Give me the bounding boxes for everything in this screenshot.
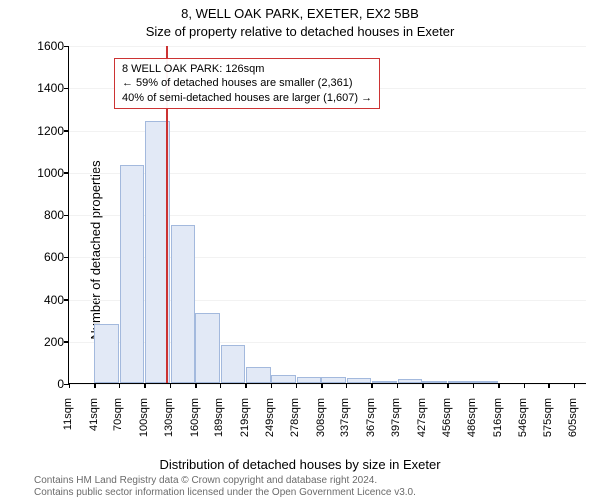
annotation-line: 8 WELL OAK PARK: 126sqm [122,62,372,76]
y-tick-label: 200 [30,335,64,349]
y-tick-mark [64,130,69,132]
x-tick-label: 100sqm [138,398,150,458]
x-tick-mark [94,383,96,388]
x-tick-label: 397sqm [390,398,402,458]
x-tick-label: 516sqm [492,398,504,458]
histogram-bar [398,379,423,383]
histogram-bar [221,345,246,383]
histogram-bar [171,225,196,383]
x-tick-label: 41sqm [88,398,100,458]
x-tick-label: 546sqm [517,398,529,458]
y-tick-label: 1600 [30,39,64,53]
x-tick-mark [548,383,550,388]
x-tick-mark [144,383,146,388]
x-tick-label: 427sqm [416,398,428,458]
y-tick-mark [64,257,69,259]
x-tick-mark [119,383,121,388]
y-tick-label: 600 [30,250,64,264]
histogram-bar [422,381,447,383]
histogram-bar [94,324,119,383]
y-tick-mark [64,46,69,48]
footer-line2: Contains public sector information licen… [34,487,416,499]
x-tick-label: 456sqm [441,398,453,458]
x-tick-mark [346,383,348,388]
x-tick-label: 575sqm [542,398,554,458]
histogram-bar [347,378,372,383]
x-axis-label: Distribution of detached houses by size … [0,457,600,472]
y-tick-mark [64,172,69,174]
x-tick-label: 605sqm [567,398,579,458]
histogram-bar [120,165,145,383]
gridline-h [69,384,586,385]
y-tick-label: 1400 [30,81,64,95]
x-tick-label: 367sqm [365,398,377,458]
x-tick-mark [473,383,475,388]
x-tick-label: 278sqm [289,398,301,458]
x-tick-mark [397,383,399,388]
histogram-bar [372,381,397,383]
x-tick-mark [422,383,424,388]
x-tick-label: 160sqm [189,398,201,458]
x-tick-label: 130sqm [163,398,175,458]
x-tick-label: 219sqm [239,398,251,458]
x-tick-mark [69,383,71,388]
x-tick-label: 189sqm [213,398,225,458]
histogram-bar [448,381,473,383]
x-tick-mark [498,383,500,388]
x-tick-label: 337sqm [339,398,351,458]
x-tick-mark [574,383,576,388]
histogram-bar [271,375,296,383]
y-tick-label: 400 [30,293,64,307]
plot-area: 8 WELL OAK PARK: 126sqm← 59% of detached… [68,46,586,384]
annotation-line: 40% of semi-detached houses are larger (… [122,91,372,105]
x-tick-label: 249sqm [264,398,276,458]
histogram-bar [195,313,220,383]
x-tick-mark [371,383,373,388]
y-tick-label: 0 [30,377,64,391]
x-tick-mark [447,383,449,388]
x-tick-mark [195,383,197,388]
histogram-bar [473,381,498,383]
y-tick-mark [64,341,69,343]
y-tick-label: 1200 [30,124,64,138]
x-tick-label: 70sqm [112,398,124,458]
gridline-h [69,46,586,47]
x-tick-mark [245,383,247,388]
histogram-bar [321,377,346,383]
histogram-bar [246,367,271,383]
x-tick-label: 308sqm [315,398,327,458]
histogram-bar [297,377,322,383]
annotation-box: 8 WELL OAK PARK: 126sqm← 59% of detached… [114,58,380,109]
x-tick-mark [170,383,172,388]
footer-attribution: Contains HM Land Registry data © Crown c… [34,475,416,498]
x-tick-label: 486sqm [466,398,478,458]
annotation-line: ← 59% of detached houses are smaller (2,… [122,76,372,90]
footer-line1: Contains HM Land Registry data © Crown c… [34,475,416,487]
y-tick-mark [64,88,69,90]
x-tick-mark [321,383,323,388]
x-tick-mark [220,383,222,388]
y-tick-label: 1000 [30,166,64,180]
y-tick-label: 800 [30,208,64,222]
y-tick-mark [64,299,69,301]
x-tick-mark [271,383,273,388]
chart-title-sub: Size of property relative to detached ho… [0,24,600,39]
x-tick-mark [296,383,298,388]
y-tick-mark [64,215,69,217]
x-tick-label: 11sqm [62,398,74,458]
x-tick-mark [524,383,526,388]
chart-title-main: 8, WELL OAK PARK, EXETER, EX2 5BB [0,6,600,21]
